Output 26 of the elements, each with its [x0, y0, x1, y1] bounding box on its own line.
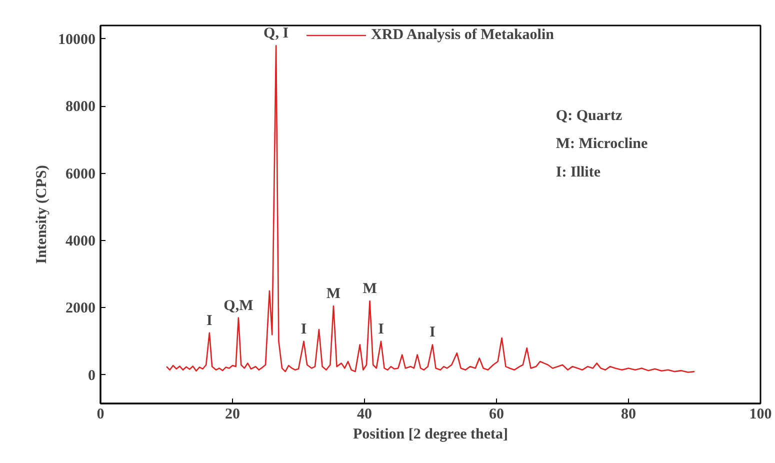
annotation: I	[430, 324, 436, 341]
x-tick-label: 40	[357, 406, 372, 422]
x-tick-label: 80	[621, 406, 636, 422]
x-tick-label: 20	[225, 406, 240, 422]
annotation: M	[362, 281, 377, 298]
x-axis-title: Position [2 degree theta]	[352, 426, 508, 442]
x-tick-label: 60	[489, 406, 504, 422]
annotation: I	[378, 321, 384, 338]
annotation: M: Microcline	[556, 136, 648, 152]
y-tick-label: 10000	[58, 32, 96, 48]
y-tick-label: 6000	[66, 166, 96, 182]
annotation: I	[300, 321, 307, 338]
annotation: I: Illite	[556, 164, 601, 180]
annotation: M	[326, 286, 341, 302]
annotation: Q, I	[264, 26, 289, 42]
y-axis-title: Intensity (CPS)	[34, 165, 50, 264]
y-tick-label: 4000	[66, 234, 96, 250]
legend-label: XRD Analysis of Metakaolin	[371, 26, 554, 44]
line-series	[166, 45, 696, 373]
annotation: I	[206, 312, 212, 329]
annotation: Q,M	[224, 298, 254, 314]
x-tick-label: 100	[749, 406, 772, 422]
y-tick-label: 2000	[66, 300, 96, 317]
annotation: Q: Quartz	[556, 108, 622, 124]
y-tick-label: 0	[88, 368, 96, 384]
y-tick-label: 8000	[66, 99, 96, 116]
